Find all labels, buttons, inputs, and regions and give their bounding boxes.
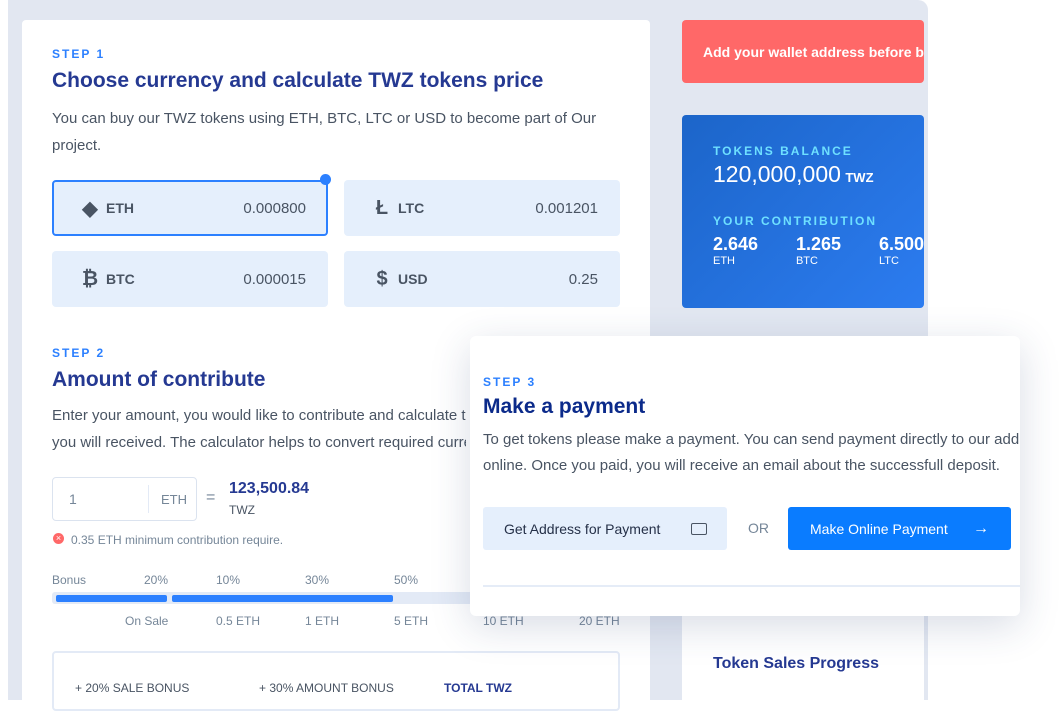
token-balance-card: TOKENS BALANCE 120,000,000 TWZ YOUR CONT… <box>682 115 924 308</box>
step1-text: You can buy our TWZ tokens using ETH, BT… <box>52 110 597 154</box>
step-label: STEP 3 <box>483 375 537 389</box>
step2-title: Amount of contribute <box>52 368 266 391</box>
amount-bonus-label: + 30% AMOUNT BONUS <box>259 681 394 695</box>
step-label: STEP 2 <box>52 346 106 360</box>
make-online-payment-button[interactable]: Make Online Payment → <box>788 507 1011 550</box>
selected-indicator <box>320 174 331 185</box>
token-result-unit: TWZ <box>229 503 255 517</box>
ethereum-icon: ◆ <box>82 197 98 220</box>
stage-label: On Sale <box>125 614 169 628</box>
progress-segment-amount <box>172 595 393 602</box>
currency-eth[interactable]: ◆ ETH 0.000800 <box>52 180 328 236</box>
currency-usd[interactable]: $ USD 0.25 <box>344 251 620 307</box>
currency-btc[interactable]: ₿ BTC 0.000015 <box>52 251 328 307</box>
stage-label: 20 ETH <box>579 614 620 628</box>
balance-value: 120,000,000 <box>713 161 841 187</box>
step-label: STEP 1 <box>52 47 106 61</box>
get-address-button[interactable]: Get Address for Payment <box>483 507 727 550</box>
bonus-tier: 20% <box>144 573 169 587</box>
contribution-value: 2.646 <box>713 234 759 254</box>
error-icon: × <box>53 533 64 544</box>
currency-price: 0.000015 <box>243 270 306 288</box>
currency-name: BTC <box>106 271 135 287</box>
amount-input[interactable]: 1 ETH <box>52 477 197 521</box>
total-label: TOTAL TWZ <box>444 681 512 695</box>
wallet-alert[interactable]: Add your wallet address before buying <box>682 20 924 83</box>
balance-unit: TWZ <box>845 170 874 185</box>
bonus-progress-bar <box>52 592 492 604</box>
amount-unit: ETH <box>148 485 187 513</box>
currency-name: LTC <box>398 200 425 216</box>
payment-popup: STEP 3 Make a payment To get tokens plea… <box>470 336 1020 616</box>
bonus-tier: 10% <box>216 573 241 587</box>
contribution-eth: 2.646 ETH <box>713 234 796 267</box>
contribution-label: YOUR CONTRIBUTION <box>713 214 877 228</box>
stage-label: 1 ETH <box>305 614 340 628</box>
contribution-currency: BTC <box>795 255 818 267</box>
arrow-right-icon: → <box>973 519 989 537</box>
litecoin-icon: Ł <box>375 196 389 219</box>
error-message: 0.35 ETH minimum contribution require. <box>71 533 284 547</box>
step3-text: To get tokens please make a payment. You… <box>483 431 1020 448</box>
bonus-summary: + 20% SALE BONUS + 30% AMOUNT BONUS TOTA… <box>52 651 620 711</box>
progress-segment-sale <box>56 595 167 602</box>
step2-text-2: you will received. The calculator helps … <box>52 434 466 451</box>
bonus-tier: 30% <box>305 573 330 587</box>
balance-label: TOKENS BALANCE <box>713 144 853 158</box>
contribution-value: 1.265 <box>795 234 842 254</box>
stage-label: 0.5 ETH <box>216 614 261 628</box>
token-result: 123,500.84 <box>229 480 310 497</box>
divider <box>483 585 1020 587</box>
token-sales-title: Token Sales Progress <box>713 655 879 672</box>
amount-value[interactable]: 1 <box>69 491 77 507</box>
bonus-tier: 50% <box>394 573 419 587</box>
currency-ltc[interactable]: Ł LTC 0.001201 <box>344 180 620 236</box>
contribution-ltc: 6.500 LTC <box>879 234 924 267</box>
step2-section: STEP 2 Amount of contribute Enter your a… <box>52 346 632 456</box>
token-sales-card: Token Sales Progress <box>682 616 924 706</box>
currency-name: ETH <box>106 200 134 216</box>
sale-bonus-label: + 20% SALE BONUS <box>75 681 190 695</box>
bonus-label: Bonus <box>52 573 87 587</box>
step3-text-2: online. Once you paid, you will receive … <box>483 457 1000 474</box>
contribution-btc: 1.265 BTC <box>796 234 879 267</box>
contribution-currency: LTC <box>878 255 899 267</box>
get-address-label: Get Address for Payment <box>504 520 661 537</box>
step1-title: Choose currency and calculate TWZ tokens… <box>52 69 544 92</box>
contribution-currency: ETH <box>713 255 735 267</box>
currency-name: USD <box>398 271 428 287</box>
step2-text: Enter your amount, you would like to con… <box>52 407 466 424</box>
stage-label: 10 ETH <box>483 614 524 628</box>
wallet-icon <box>691 522 707 535</box>
dollar-icon: $ <box>376 267 388 290</box>
step1-section: STEP 1 Choose currency and calculate TWZ… <box>52 47 622 159</box>
bitcoin-icon: ₿ <box>81 267 99 290</box>
step3-title: Make a payment <box>483 395 646 418</box>
or-separator: OR <box>748 520 769 536</box>
currency-price: 0.001201 <box>535 199 598 217</box>
equals-sign: = <box>206 489 216 506</box>
currency-price: 0.25 <box>568 270 598 288</box>
contribution-value: 6.500 <box>878 234 924 254</box>
currency-price: 0.000800 <box>243 199 306 217</box>
online-payment-label: Make Online Payment <box>810 520 948 537</box>
stage-label: 5 ETH <box>394 614 429 628</box>
